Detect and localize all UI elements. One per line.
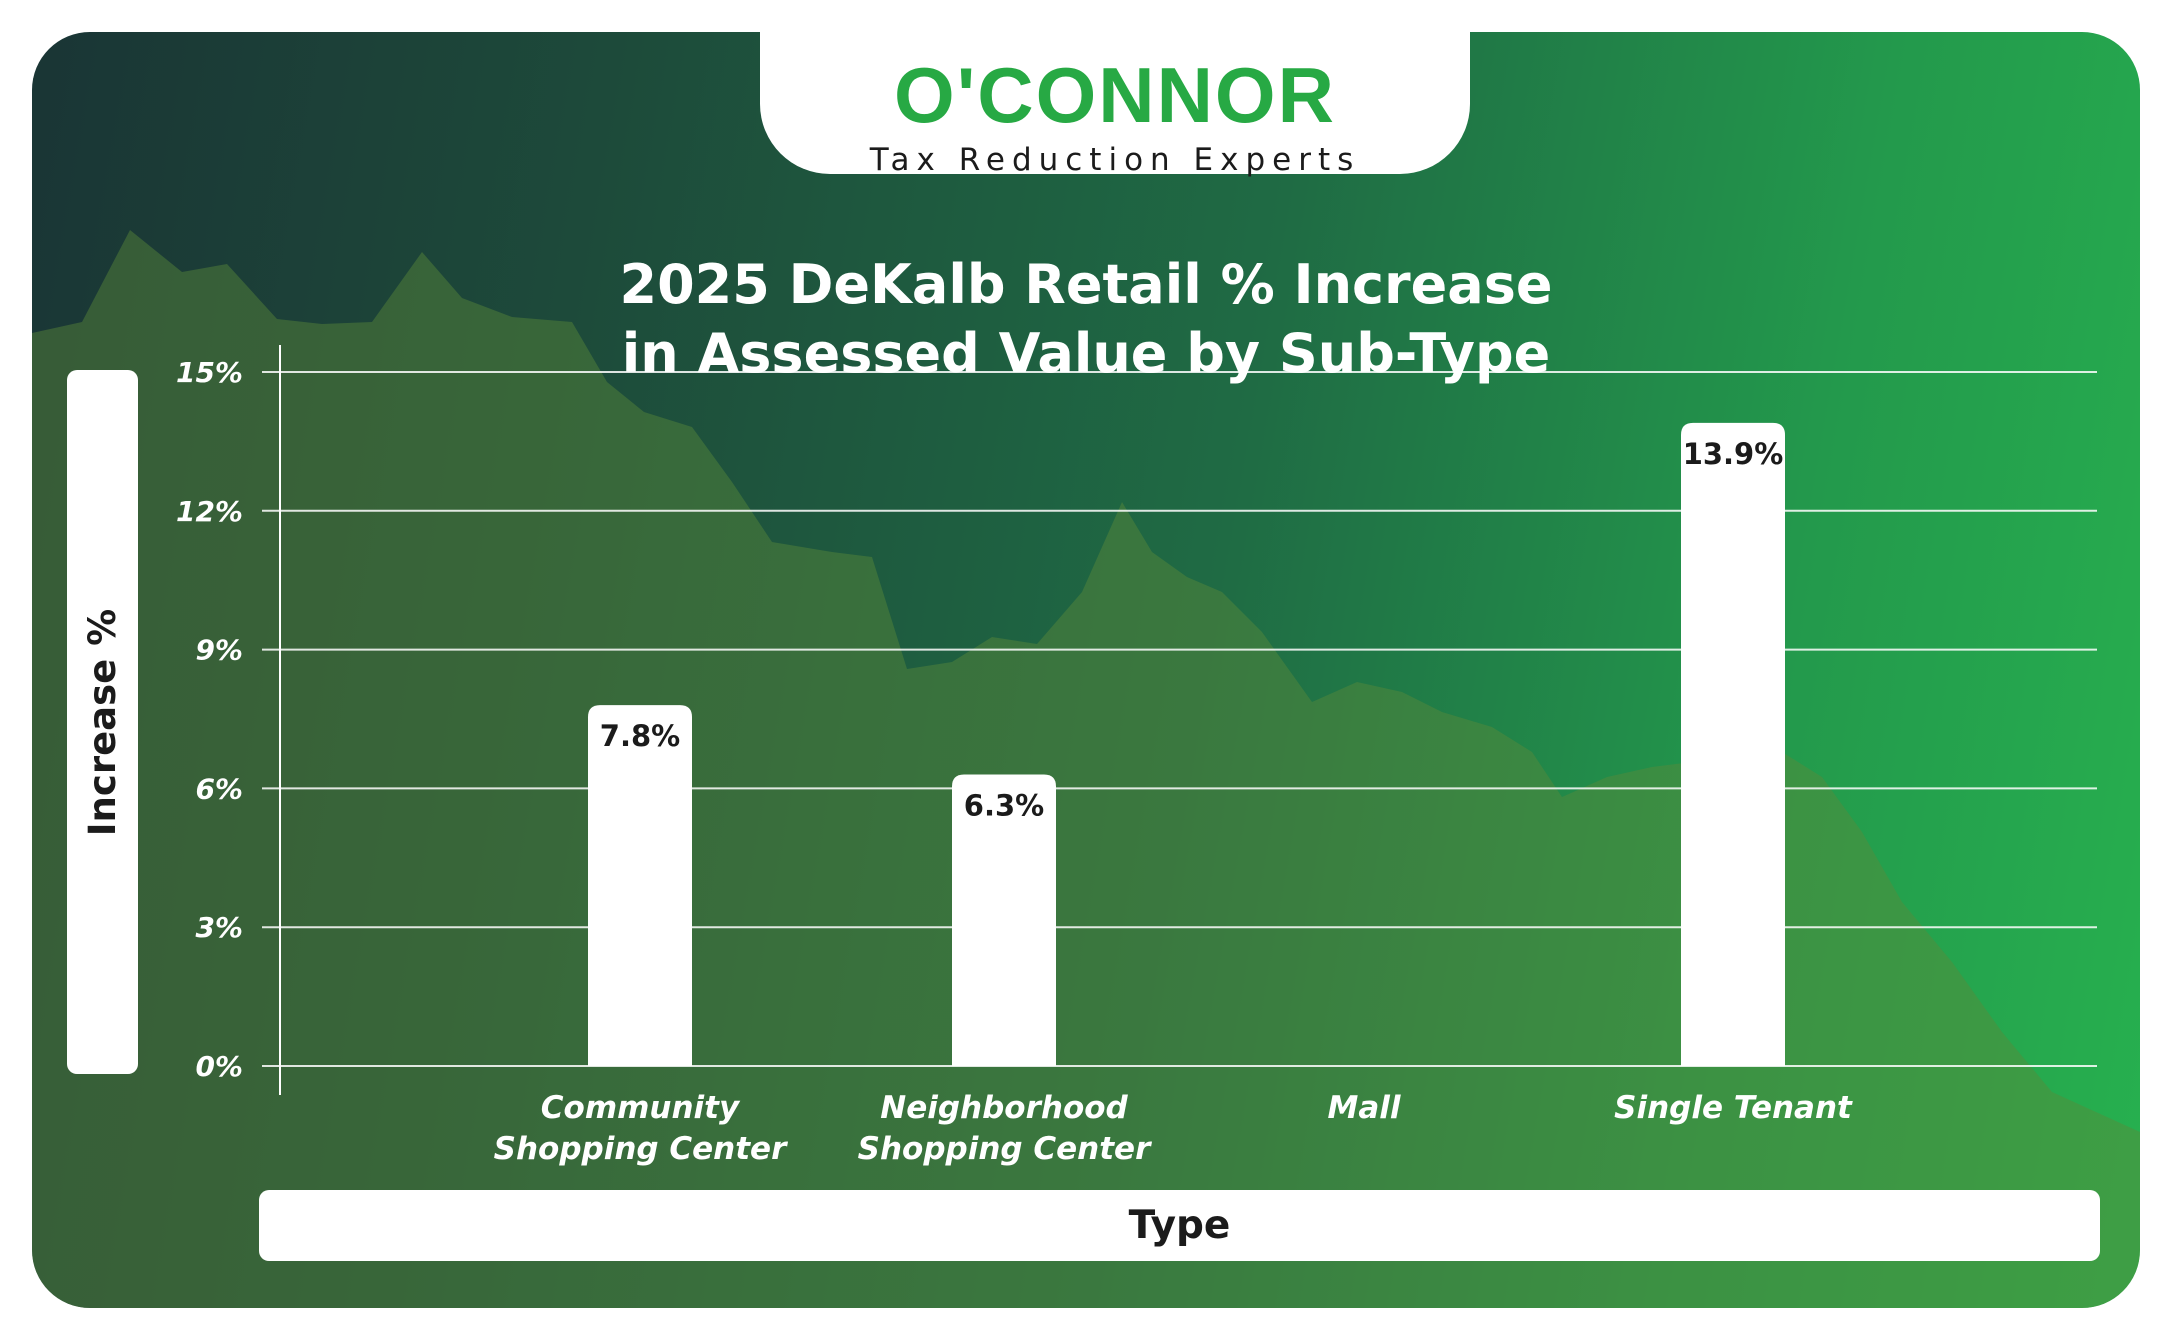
bar <box>952 774 1056 1066</box>
x-axis-label: Type <box>1128 1203 1231 1248</box>
y-tick-label: 6% <box>195 772 243 805</box>
chart-title-line-1: 2025 DeKalb Retail % Increase <box>619 253 1553 316</box>
logo-tab: O'CONNOR Tax Reduction Experts <box>760 32 1470 178</box>
bar <box>1681 422 1785 1067</box>
chart-card: O'CONNOR Tax Reduction Experts 2025 DeKa… <box>32 32 2140 1308</box>
logo-tagline: Tax Reduction Experts <box>869 142 1361 178</box>
y-tick-label: 3% <box>195 911 243 944</box>
x-tick-label: Mall <box>1327 1090 1400 1126</box>
bars <box>588 422 1785 1067</box>
chart-title-line-2: in Assessed Value by Sub-Type <box>621 322 1551 385</box>
bar-data-label: 6.3% <box>964 789 1044 823</box>
x-axis-label-box: Type <box>259 1190 2100 1261</box>
bar-data-label: 7.8% <box>600 719 680 753</box>
y-axis-label-container: Increase % <box>67 370 138 1074</box>
background-area-decoration <box>32 230 2140 1308</box>
x-tick-label: Shopping Center <box>494 1131 788 1167</box>
chart-title: 2025 DeKalb Retail % Increase in Assesse… <box>32 250 2140 388</box>
bar <box>588 705 692 1066</box>
labels: 0% 3% 6% 9% 12% 15% 7.8% 6.3% 13.9% Community Shop… <box>176 356 1853 1167</box>
y-axis-label: Increase % <box>81 608 125 836</box>
gridlines <box>262 371 2097 1067</box>
x-tick-label: Community <box>541 1090 741 1126</box>
y-tick-label: 12% <box>176 495 243 528</box>
x-tick-label: Shopping Center <box>858 1131 1152 1167</box>
y-tick-label: 15% <box>176 356 243 389</box>
y-tick-label: 9% <box>195 634 243 667</box>
x-tick-label: Single Tenant <box>1614 1090 1853 1126</box>
x-tick-label: Neighborhood <box>880 1090 1128 1126</box>
bar-data-label: 13.9% <box>1683 437 1784 471</box>
y-tick-label: 0% <box>195 1050 243 1083</box>
y-axis-label-box <box>67 370 138 1074</box>
logo-wordmark: O'CONNOR <box>894 51 1336 139</box>
